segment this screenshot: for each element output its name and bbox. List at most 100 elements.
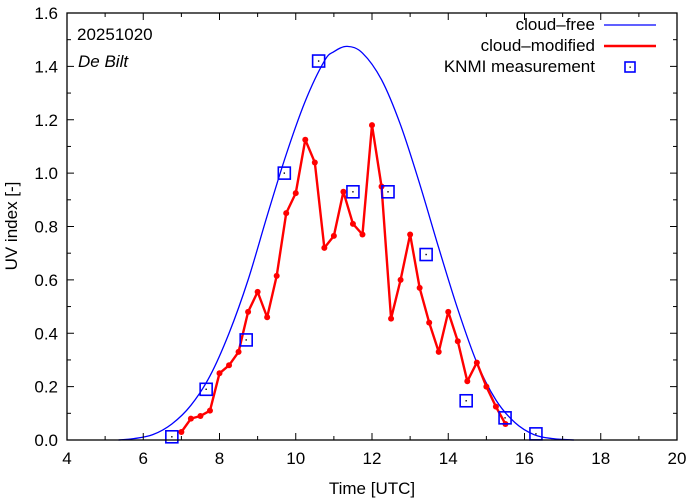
x-axis-title: Time [UTC] bbox=[329, 479, 415, 498]
y-tick-label: 0.2 bbox=[34, 378, 58, 397]
knmi-measurement-point bbox=[239, 333, 253, 347]
cloud-modified-point bbox=[273, 272, 280, 279]
cloud-modified-point bbox=[388, 315, 395, 322]
legend-swatch-knmi-measurement bbox=[624, 61, 636, 73]
cloud-modified-line bbox=[180, 123, 507, 433]
plot-frame bbox=[66, 12, 678, 441]
legend-label-cloud-free: cloud–free bbox=[516, 15, 595, 34]
legend-label-knmi-measurement: KNMI measurement bbox=[444, 57, 595, 76]
knmi-marker-dot bbox=[205, 388, 207, 390]
y-tick-label: 1.0 bbox=[34, 164, 58, 183]
knmi-marker-dot bbox=[465, 400, 467, 402]
cloud-modified-point bbox=[311, 159, 318, 166]
knmi-measurement-point bbox=[419, 247, 433, 262]
knmi-marker-dot bbox=[535, 433, 537, 435]
cloud-modified-point bbox=[245, 308, 252, 315]
cloud-modified-point bbox=[216, 370, 223, 377]
knmi-marker-dot bbox=[504, 417, 506, 419]
cloud-modified-point bbox=[226, 362, 233, 369]
cloud-modified-point bbox=[397, 276, 404, 283]
cloud-modified-point bbox=[283, 210, 290, 217]
knmi-marker-square bbox=[199, 382, 213, 397]
annotation-location: De Bilt bbox=[78, 52, 129, 71]
annotation-date: 20251020 bbox=[77, 25, 153, 44]
cloud-modified-point bbox=[349, 220, 356, 227]
cloud-modified-point bbox=[416, 284, 423, 291]
plot-area bbox=[118, 45, 575, 444]
knmi-marker-square bbox=[277, 166, 292, 180]
knmi-measurement-point bbox=[311, 54, 326, 68]
cloud-modified-point bbox=[445, 308, 452, 315]
series-cloud-free bbox=[118, 45, 575, 441]
knmi-marker-square bbox=[311, 54, 326, 68]
knmi-marker-dot bbox=[317, 60, 320, 62]
knmi-marker-square bbox=[239, 333, 253, 347]
x-tick-label: 14 bbox=[439, 449, 458, 468]
knmi-marker-dot bbox=[425, 253, 427, 256]
knmi-measurement-point bbox=[381, 185, 395, 199]
knmi-measurement-point bbox=[346, 185, 360, 199]
x-tick-label: 4 bbox=[62, 449, 71, 468]
series-cloud-modified bbox=[178, 122, 509, 435]
cloud-modified-point bbox=[187, 415, 194, 422]
cloud-modified-point bbox=[473, 359, 480, 366]
knmi-marker-dot bbox=[283, 172, 286, 174]
knmi-marker-square bbox=[459, 393, 473, 408]
x-tick-label: 12 bbox=[363, 449, 382, 468]
legend: cloud–free cloud–modified KNMI measureme… bbox=[444, 15, 656, 76]
cloud-modified-point bbox=[483, 383, 490, 390]
cloud-modified-point bbox=[359, 231, 366, 238]
knmi-marker-square bbox=[419, 247, 433, 262]
cloud-modified-point bbox=[178, 428, 185, 435]
y-tick-label: 0.6 bbox=[34, 271, 58, 290]
knmi-measurement-point bbox=[459, 393, 473, 408]
y-tick-label: 1.4 bbox=[34, 57, 58, 76]
cloud-modified-point bbox=[206, 407, 213, 414]
cloud-free-line bbox=[118, 45, 575, 441]
cloud-modified-point bbox=[492, 403, 499, 410]
knmi-marker-square bbox=[346, 185, 360, 199]
knmi-marker-square bbox=[165, 429, 179, 444]
knmi-marker-dot bbox=[387, 191, 389, 193]
y-axis-title: UV index [-] bbox=[2, 182, 21, 271]
knmi-marker-square bbox=[498, 411, 512, 425]
x-tick-label: 16 bbox=[515, 449, 534, 468]
x-tick-label: 10 bbox=[286, 449, 305, 468]
cloud-modified-point bbox=[407, 231, 414, 238]
y-tick-label: 0.0 bbox=[34, 431, 58, 450]
cloud-modified-point bbox=[292, 190, 299, 197]
knmi-measurement-point bbox=[199, 382, 213, 397]
knmi-marker-square bbox=[381, 185, 395, 199]
legend-label-cloud-modified: cloud–modified bbox=[481, 36, 595, 55]
cloud-modified-point bbox=[426, 319, 433, 326]
cloud-modified-point bbox=[369, 122, 375, 129]
cloud-modified-point bbox=[340, 188, 347, 195]
x-axis-ticks: 4 6 8 10 12 14 16 18 20 bbox=[62, 13, 686, 468]
cloud-modified-point bbox=[435, 348, 442, 355]
cloud-modified-point bbox=[254, 288, 261, 295]
x-tick-label: 6 bbox=[139, 449, 148, 468]
x-tick-label: 20 bbox=[668, 449, 687, 468]
y-axis-ticks: 0.0 0.2 0.4 0.6 0.8 1.0 1.2 1.4 1.6 bbox=[34, 4, 677, 450]
knmi-marker-dot bbox=[245, 339, 247, 341]
knmi-measurement-point bbox=[277, 166, 292, 180]
cloud-modified-point bbox=[235, 348, 242, 355]
y-tick-label: 1.6 bbox=[34, 4, 58, 23]
cloud-modified-point bbox=[302, 136, 309, 143]
knmi-measurement-point bbox=[165, 429, 179, 444]
x-tick-label: 8 bbox=[215, 449, 224, 468]
cloud-modified-point bbox=[330, 232, 337, 239]
x-tick-label: 18 bbox=[591, 449, 610, 468]
cloud-modified-point bbox=[264, 314, 271, 321]
knmi-marker-dot bbox=[352, 191, 354, 193]
cloud-modified-point bbox=[454, 338, 461, 345]
y-tick-label: 0.4 bbox=[34, 324, 58, 343]
knmi-marker-dot bbox=[171, 436, 173, 438]
knmi-measurement-point bbox=[498, 411, 512, 425]
cloud-modified-point bbox=[197, 412, 204, 419]
series-knmi-measurement bbox=[165, 54, 543, 444]
y-tick-label: 1.2 bbox=[34, 111, 58, 130]
cloud-modified-point bbox=[321, 244, 328, 251]
y-tick-label: 0.8 bbox=[34, 218, 58, 237]
